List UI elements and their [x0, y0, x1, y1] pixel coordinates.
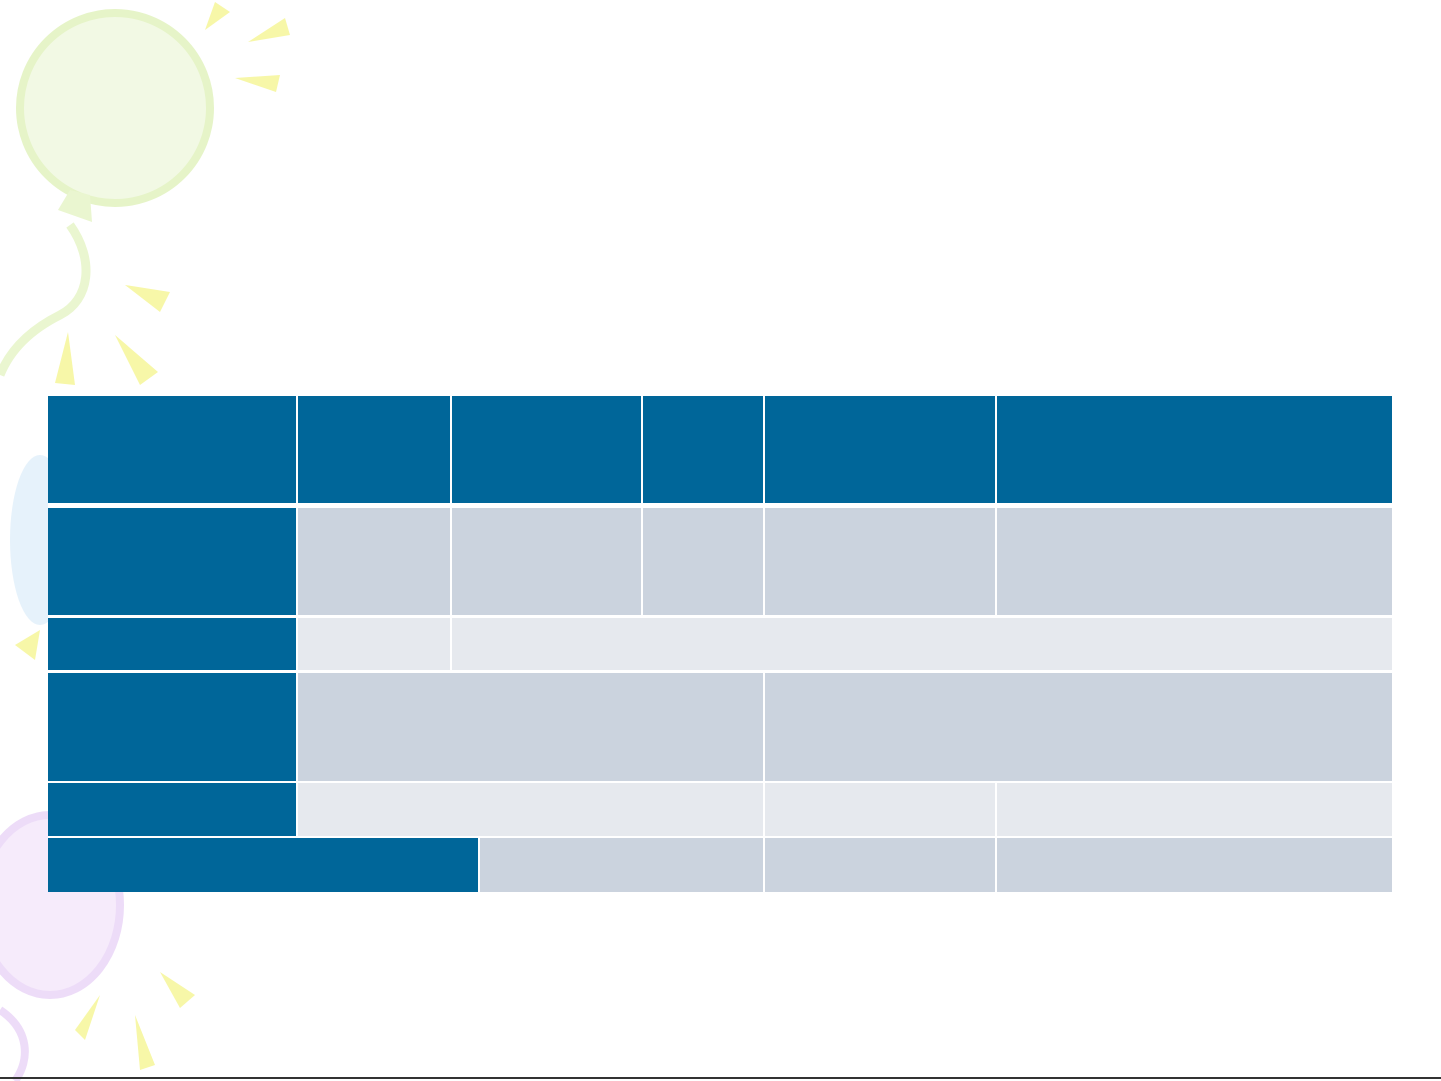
cell	[997, 838, 1392, 892]
table	[48, 396, 1392, 892]
ray	[248, 18, 290, 42]
header-cell	[765, 396, 995, 503]
cell	[643, 508, 763, 615]
cell	[765, 783, 995, 836]
cell	[298, 508, 450, 615]
balloon-string	[0, 1006, 29, 1081]
decoration	[0, 2, 290, 1081]
ray	[135, 1015, 155, 1070]
cell	[298, 673, 763, 781]
ray	[125, 285, 170, 312]
row-header-cell	[48, 838, 478, 892]
cell	[997, 783, 1392, 836]
cell	[765, 508, 995, 615]
cell	[452, 618, 1392, 670]
cell	[997, 508, 1392, 615]
ray	[205, 2, 230, 30]
ray	[15, 630, 40, 660]
balloon-green	[16, 9, 214, 207]
header-cell	[997, 396, 1392, 503]
header-cell	[452, 396, 641, 503]
ray	[235, 75, 280, 92]
cell	[452, 508, 641, 615]
header-cell	[298, 396, 450, 503]
row-header-cell	[48, 673, 296, 781]
cell	[480, 838, 763, 892]
ray	[160, 972, 195, 1008]
header-cell	[643, 396, 763, 503]
ray	[115, 335, 158, 385]
cell	[765, 838, 995, 892]
header-cell	[48, 396, 296, 503]
balloon-string	[0, 222, 91, 377]
row-header-cell	[48, 783, 296, 836]
balloon-knot	[58, 190, 92, 222]
row-header-cell	[48, 508, 296, 615]
cell	[298, 618, 450, 670]
ray	[75, 995, 100, 1040]
ray	[55, 332, 75, 385]
row-header-cell	[48, 618, 296, 670]
cell	[765, 673, 1392, 781]
cell	[298, 783, 763, 836]
